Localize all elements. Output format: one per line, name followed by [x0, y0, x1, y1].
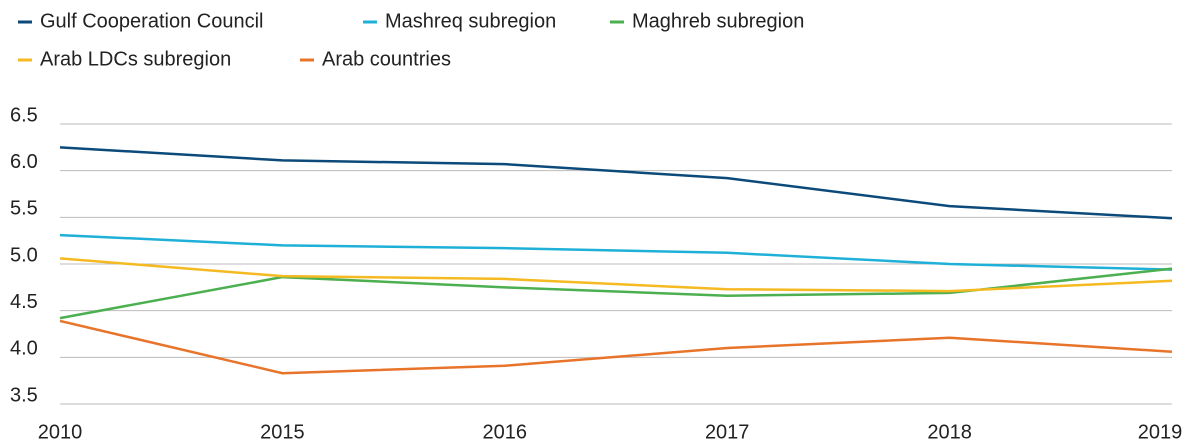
x-tick-label: 2018 [927, 421, 972, 443]
y-tick-label: 6.5 [10, 104, 38, 126]
series-line [59, 146, 1173, 220]
x-tick-label: 2010 [38, 421, 83, 443]
y-tick-label: 4.0 [10, 338, 38, 360]
legend-label: Arab LDCs subregion [40, 48, 231, 70]
x-tick-label: 2016 [483, 421, 528, 443]
series-line [59, 233, 1173, 271]
x-tick-label: 2019 [1138, 421, 1183, 443]
y-tick-label: 4.5 [10, 291, 38, 313]
y-tick-label: 6.0 [10, 151, 38, 173]
x-tick-label: 2015 [260, 421, 305, 443]
legend-label: Maghreb subregion [632, 10, 804, 32]
series-line [59, 257, 1173, 293]
series-line [59, 319, 1173, 375]
y-tick-label: 5.5 [10, 198, 38, 220]
x-tick-label: 2017 [705, 421, 750, 443]
legend-label: Arab countries [322, 48, 451, 70]
y-tick-label: 5.0 [10, 244, 38, 266]
y-tick-label: 3.5 [10, 384, 38, 406]
legend-label: Gulf Cooperation Council [40, 10, 263, 32]
legend-label: Mashreq subregion [385, 10, 556, 32]
